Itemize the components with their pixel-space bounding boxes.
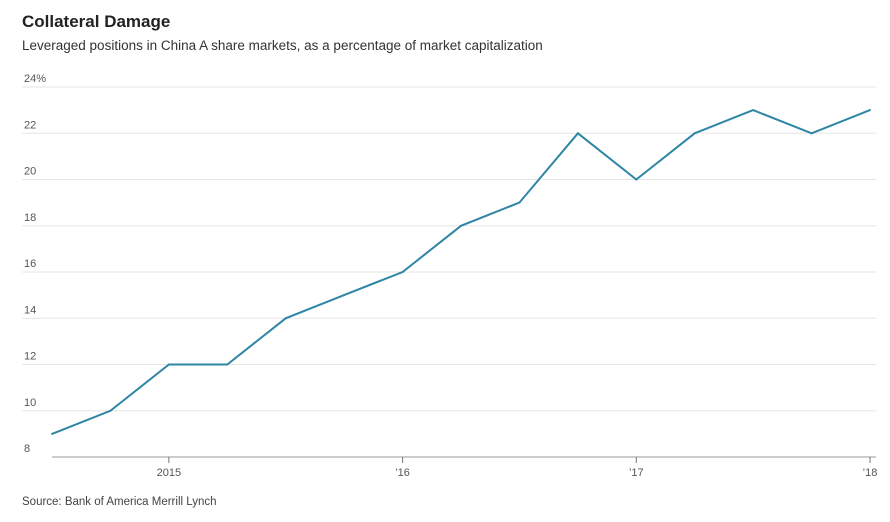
y-axis-labels: 24% 22 20 18 16 14 12 10 8 <box>24 73 46 455</box>
x-axis: 2015 ’16 ’17 ’18 <box>52 456 878 479</box>
y-tick-label: 20 <box>24 166 36 178</box>
y-tick-label: 18 <box>24 212 36 224</box>
y-tick-label: 16 <box>24 258 36 270</box>
data-point <box>167 363 170 366</box>
y-tick-label: 12 <box>24 351 36 363</box>
data-point <box>752 109 755 112</box>
x-tick-label: ’18 <box>863 467 878 479</box>
data-point <box>226 363 229 366</box>
data-point <box>518 201 521 204</box>
data-point <box>401 271 404 273</box>
chart-title: Collateral Damage <box>22 12 171 31</box>
y-tick-label: 8 <box>24 443 30 455</box>
data-point <box>51 432 53 435</box>
series-layer <box>51 109 871 435</box>
y-tick-label: 14 <box>24 304 36 316</box>
source-note: Source: Bank of America Merrill Lynch <box>22 496 217 508</box>
data-point <box>460 224 462 227</box>
y-tick-label: 22 <box>24 119 36 131</box>
data-point <box>109 409 112 412</box>
x-tick-label: ’17 <box>629 467 644 479</box>
y-tick-label: 10 <box>24 397 36 409</box>
data-point <box>635 178 638 181</box>
x-tick-label: 2015 <box>157 467 181 479</box>
gridlines <box>22 86 876 412</box>
data-point <box>343 294 346 297</box>
data-point <box>869 109 871 112</box>
data-point <box>284 317 287 320</box>
data-point <box>810 132 813 135</box>
chart-subtitle: Leveraged positions in China A share mar… <box>22 38 543 53</box>
y-tick-label: 24% <box>24 73 46 85</box>
data-point <box>576 132 579 135</box>
x-tick-label: ’16 <box>395 467 410 479</box>
data-point <box>693 132 696 135</box>
